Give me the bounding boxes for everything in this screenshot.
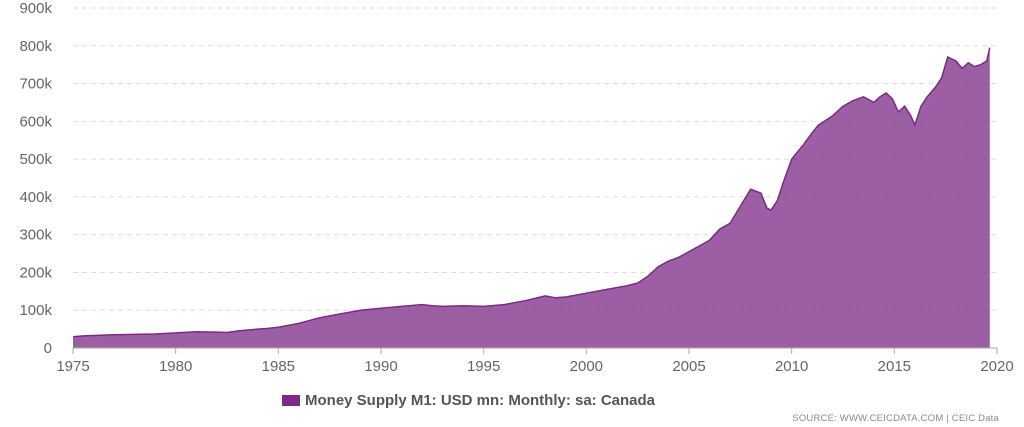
y-tick-label: 600k bbox=[19, 113, 52, 130]
x-tick-label: 1995 bbox=[467, 358, 500, 375]
x-tick-label: 1980 bbox=[159, 358, 192, 375]
x-axis-tick-labels: 1975 1980 1985 1990 1995 2000 2005 2010 2015 2020 bbox=[56, 358, 1013, 375]
x-tick-label: 2015 bbox=[878, 358, 911, 375]
x-tick-label: 1975 bbox=[56, 358, 89, 375]
x-tick-label: 2000 bbox=[570, 358, 603, 375]
x-tick-label: 2010 bbox=[775, 358, 808, 375]
legend: Money Supply M1: USD mn: Monthly: sa: Ca… bbox=[282, 392, 655, 409]
area-series-fill bbox=[73, 47, 990, 348]
x-tick-label: 2005 bbox=[672, 358, 705, 375]
legend-label: Money Supply M1: USD mn: Monthly: sa: Ca… bbox=[305, 392, 656, 409]
x-tick-label: 1985 bbox=[262, 358, 295, 375]
y-tick-label: 100k bbox=[19, 302, 52, 319]
y-tick-label: 500k bbox=[19, 151, 52, 168]
axes bbox=[72, 347, 998, 354]
y-axis-tick-labels: 0 100k 200k 300k 400k 500k 600k 700k 800k 900k bbox=[19, 0, 52, 357]
y-tick-label: 700k bbox=[19, 76, 52, 93]
x-tick-label: 2020 bbox=[980, 358, 1013, 375]
plot-area bbox=[72, 47, 991, 348]
y-tick-label: 900k bbox=[19, 0, 52, 17]
y-tick-label: 300k bbox=[19, 227, 52, 244]
x-tick-label: 1990 bbox=[364, 358, 397, 375]
gridlines bbox=[73, 7, 997, 311]
y-tick-label: 400k bbox=[19, 189, 52, 206]
y-tick-label: 0 bbox=[44, 340, 52, 357]
legend-swatch bbox=[282, 395, 300, 406]
y-tick-label: 200k bbox=[19, 264, 52, 281]
y-tick-label: 800k bbox=[19, 38, 52, 55]
area-series-line bbox=[72, 47, 991, 338]
source-credit: SOURCE: WWW.CEICDATA.COM | CEIC Data bbox=[792, 413, 999, 424]
